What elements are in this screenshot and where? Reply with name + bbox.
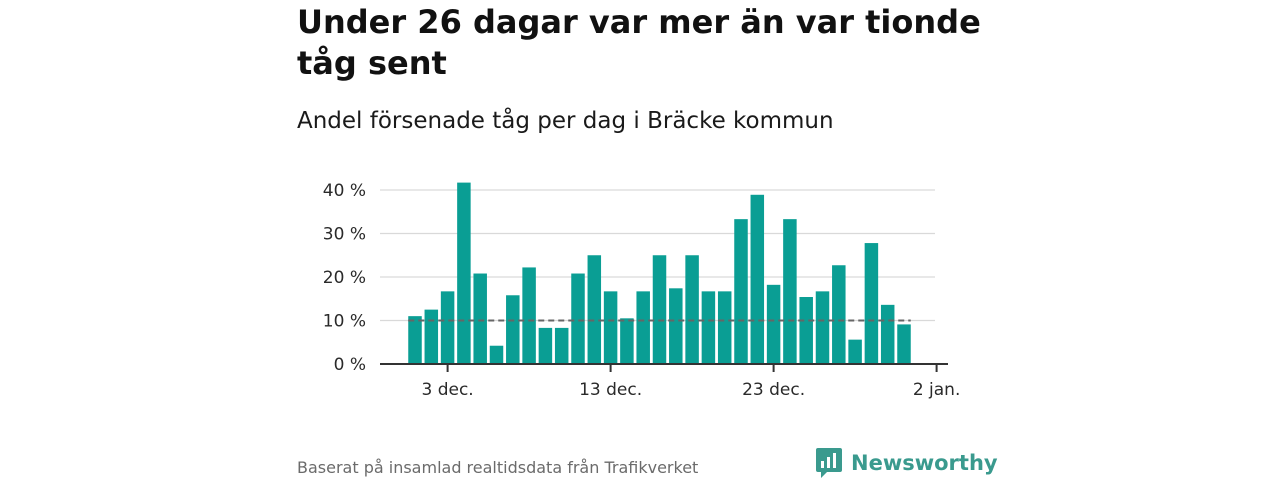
bar — [473, 273, 487, 364]
bar — [538, 327, 553, 364]
bar — [424, 309, 439, 364]
bar — [636, 291, 650, 364]
chart-title: Under 26 dagar var mer än var tionde tåg… — [297, 3, 981, 82]
bar — [489, 345, 504, 364]
bar — [766, 284, 781, 364]
bar — [440, 291, 455, 364]
bar — [783, 219, 797, 364]
bar — [880, 304, 895, 364]
bar — [522, 267, 536, 364]
chart-subtitle: Andel försenade tåg per dag i Bräcke kom… — [297, 108, 834, 134]
bar — [652, 255, 667, 364]
bar — [897, 324, 911, 364]
bar — [603, 291, 618, 364]
bar — [832, 265, 846, 364]
chart-bubble-icon — [816, 448, 842, 478]
bar — [799, 297, 813, 364]
bar — [685, 255, 699, 364]
newsworthy-logo: Newsworthy — [815, 447, 998, 479]
bar — [587, 255, 602, 364]
bar — [701, 291, 716, 364]
source-note: Baserat på insamlad realtidsdata från Tr… — [297, 458, 699, 477]
bar — [554, 327, 569, 364]
brand-name: Newsworthy — [851, 451, 998, 475]
y-tick-label: 0 % — [334, 355, 366, 375]
x-axis — [380, 363, 948, 372]
bar — [848, 339, 862, 364]
bar — [669, 288, 683, 364]
y-tick-label: 40 % — [323, 181, 366, 201]
bar — [506, 295, 520, 364]
bar — [717, 291, 732, 364]
y-tick-label: 20 % — [323, 268, 366, 288]
y-tick-label: 10 % — [323, 312, 366, 332]
x-tick-label: 2 jan. — [913, 380, 961, 400]
y-tick-label: 30 % — [323, 225, 366, 245]
x-axis-labels: 3 dec. 13 dec. 23 dec. 2 jan. — [421, 380, 960, 400]
bar — [571, 273, 585, 364]
bar — [734, 219, 748, 364]
bar — [457, 182, 471, 364]
x-tick-label: 3 dec. — [421, 380, 473, 400]
x-tick-label: 23 dec. — [742, 380, 805, 400]
bars — [408, 182, 911, 364]
y-axis-labels: 0 % 10 % 20 % 30 % 40 % — [323, 181, 366, 375]
bar — [408, 316, 422, 364]
x-tick-label: 13 dec. — [579, 380, 642, 400]
bar — [620, 318, 634, 364]
bar — [864, 243, 879, 364]
bar — [815, 291, 830, 364]
bar — [750, 194, 765, 364]
bar-chart: 0 % 10 % 20 % 30 % 40 % 3 dec. 13 dec. 23 dec.… — [323, 181, 961, 400]
